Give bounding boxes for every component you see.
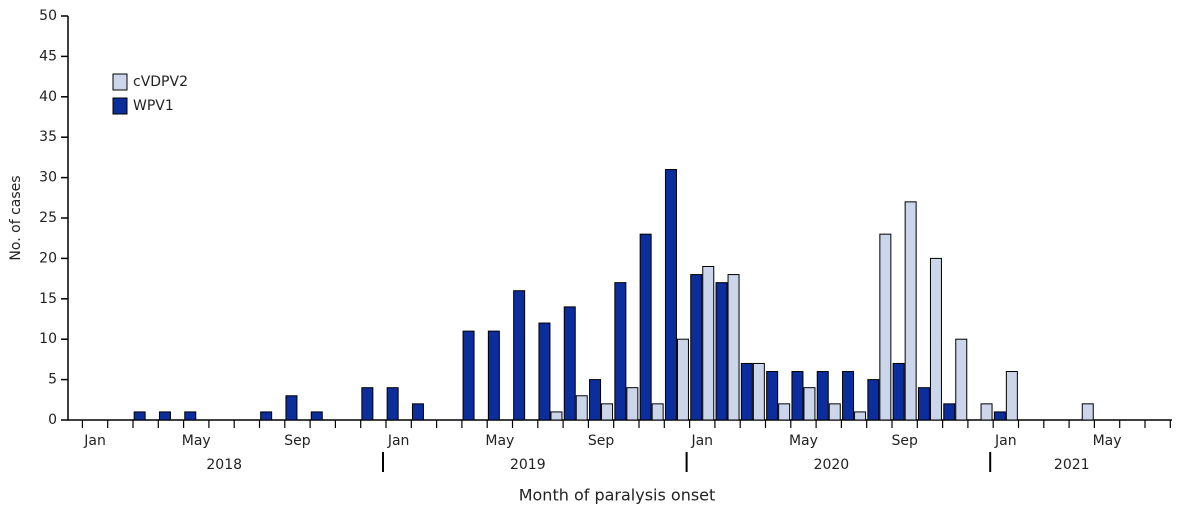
legend-label: WPV1 bbox=[133, 98, 174, 114]
bar bbox=[386, 387, 399, 421]
bar bbox=[816, 371, 829, 421]
bar bbox=[664, 169, 677, 421]
bar bbox=[550, 411, 563, 421]
bar bbox=[828, 403, 841, 421]
y-tick-label: 30 bbox=[39, 170, 57, 186]
x-tick-label: Sep bbox=[588, 433, 615, 449]
x-tick-label: May bbox=[182, 433, 211, 449]
bar bbox=[411, 403, 424, 421]
bar bbox=[285, 395, 298, 421]
bar bbox=[842, 371, 855, 421]
bar bbox=[943, 403, 956, 421]
x-tick-label: Jan bbox=[994, 433, 1017, 449]
year-label: 2021 bbox=[1054, 457, 1090, 473]
bar bbox=[614, 282, 627, 421]
year-label: 2019 bbox=[510, 457, 546, 473]
bar bbox=[980, 403, 993, 421]
bar bbox=[727, 274, 740, 421]
bar bbox=[361, 387, 374, 421]
bar bbox=[892, 362, 905, 421]
bar bbox=[260, 411, 273, 421]
x-tick-label: Jan bbox=[83, 433, 106, 449]
bar bbox=[310, 411, 323, 421]
bar bbox=[1081, 403, 1094, 421]
bar bbox=[854, 411, 867, 421]
bar bbox=[702, 265, 715, 421]
bar bbox=[904, 201, 917, 421]
bar bbox=[791, 371, 804, 421]
bar bbox=[690, 274, 703, 421]
bar bbox=[639, 233, 652, 421]
x-tick-label: May bbox=[485, 433, 514, 449]
bar bbox=[993, 411, 1006, 421]
y-tick-label: 10 bbox=[39, 331, 57, 347]
y-tick-label: 40 bbox=[39, 89, 57, 105]
y-axis-title: No. of cases bbox=[8, 175, 24, 260]
y-tick-label: 0 bbox=[48, 412, 57, 428]
bar bbox=[538, 322, 551, 421]
bar bbox=[651, 403, 664, 421]
bar bbox=[752, 362, 765, 421]
x-axis-title: Month of paralysis onset bbox=[519, 486, 716, 505]
y-tick-label: 15 bbox=[39, 291, 57, 307]
bar bbox=[626, 387, 639, 421]
x-tick-label: May bbox=[789, 433, 818, 449]
y-tick-label: 50 bbox=[39, 8, 57, 24]
bar bbox=[955, 338, 968, 421]
bar bbox=[462, 330, 475, 421]
bar bbox=[513, 290, 526, 421]
bar bbox=[1005, 371, 1018, 421]
y-tick-label: 20 bbox=[39, 250, 57, 266]
bar bbox=[184, 411, 197, 421]
year-label: 2020 bbox=[814, 457, 850, 473]
x-tick-label: Jan bbox=[387, 433, 410, 449]
bar bbox=[929, 257, 942, 421]
bar bbox=[879, 233, 892, 421]
x-tick-label: Jan bbox=[690, 433, 713, 449]
y-tick-label: 5 bbox=[48, 372, 57, 388]
bar bbox=[575, 395, 588, 421]
bar bbox=[487, 330, 500, 421]
bar bbox=[766, 371, 779, 421]
legend-swatch bbox=[112, 73, 128, 91]
bar bbox=[803, 387, 816, 421]
bar bbox=[589, 379, 602, 421]
bar bbox=[133, 411, 146, 421]
legend-label: cVDPV2 bbox=[133, 74, 188, 90]
bar bbox=[740, 362, 753, 421]
y-tick-label: 25 bbox=[39, 210, 57, 226]
x-tick-label: May bbox=[1093, 433, 1122, 449]
bar bbox=[676, 338, 689, 421]
bar bbox=[563, 306, 576, 421]
y-tick-label: 35 bbox=[39, 129, 57, 145]
bar bbox=[867, 379, 880, 421]
year-label: 2018 bbox=[206, 457, 242, 473]
bar bbox=[158, 411, 171, 421]
x-tick-label: Sep bbox=[891, 433, 918, 449]
bar bbox=[917, 387, 930, 421]
x-tick-label: Sep bbox=[284, 433, 311, 449]
bar bbox=[601, 403, 614, 421]
legend-swatch bbox=[112, 97, 128, 115]
bar bbox=[715, 282, 728, 421]
bar bbox=[778, 403, 791, 421]
y-tick-label: 45 bbox=[39, 48, 57, 64]
